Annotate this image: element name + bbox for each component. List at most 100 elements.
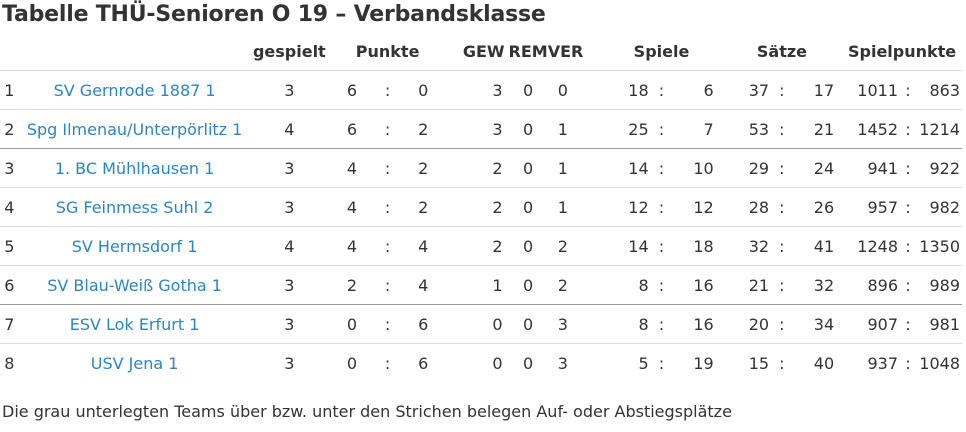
drawn-cell: 0	[508, 265, 548, 305]
sets-separator: :	[769, 343, 795, 382]
header-lost: VER	[547, 41, 584, 61]
games-against-cell: 10	[674, 148, 722, 188]
lost-cell: 1	[547, 148, 602, 188]
points-separator: :	[375, 148, 400, 188]
table-row: 4 SG Feinmess Suhl 2 3 4 : 2 2 0 1 12 : …	[0, 187, 962, 227]
game-points-against-cell: 863	[917, 70, 962, 110]
game-points-for-cell: 1011	[842, 70, 899, 110]
games-against-cell: 16	[674, 304, 722, 344]
game-points-separator: :	[898, 343, 918, 382]
team-link[interactable]: ESV Lok Erfurt 1	[69, 314, 200, 334]
lost-cell: 2	[547, 265, 602, 305]
table-row: 6 SV Blau-Weiß Gotha 1 3 2 : 4 1 0 2 8 :…	[0, 265, 962, 305]
games-separator: :	[648, 187, 675, 227]
rank-cell: 1	[0, 70, 19, 110]
games-separator: :	[648, 304, 675, 344]
played-cell: 3	[250, 148, 329, 188]
won-cell: 0	[446, 343, 509, 382]
team-link[interactable]: SV Hermsdorf 1	[71, 236, 198, 256]
lost-cell: 1	[547, 109, 602, 149]
team-link[interactable]: 1. BC Mühlhausen 1	[54, 158, 215, 178]
team-link[interactable]: SG Feinmess Suhl 2	[55, 197, 214, 217]
standings-table: gespielt Punkte GEW REM VER Spiele Sätze…	[0, 32, 962, 382]
games-separator: :	[648, 148, 675, 188]
sets-for-cell: 28	[721, 187, 770, 227]
page-title: Tabelle THÜ-Senioren O 19 – Verbandsklas…	[2, 2, 546, 27]
drawn-cell: 0	[508, 343, 548, 382]
points-for-cell: 0	[328, 304, 376, 344]
game-points-separator: :	[898, 148, 918, 188]
games-for-cell: 8	[601, 304, 649, 344]
team-link[interactable]: Spg Ilmenau/Unterpörlitz 1	[26, 119, 243, 139]
points-for-cell: 2	[328, 265, 376, 305]
table-row: 1 SV Gernrode 1887 1 3 6 : 0 3 0 0 18 : …	[0, 70, 962, 110]
drawn-cell: 0	[508, 109, 548, 149]
sets-against-cell: 17	[794, 70, 843, 110]
games-for-cell: 14	[601, 226, 649, 266]
team-link[interactable]: SV Gernrode 1887 1	[53, 80, 216, 100]
games-against-cell: 16	[674, 265, 722, 305]
games-against-cell: 6	[674, 70, 722, 110]
points-against-cell: 4	[399, 226, 447, 266]
played-cell: 4	[250, 226, 329, 266]
points-separator: :	[375, 70, 400, 110]
sets-separator: :	[769, 109, 795, 149]
game-points-for-cell: 957	[842, 187, 899, 227]
points-against-cell: 6	[399, 304, 447, 344]
table-row: 7 ESV Lok Erfurt 1 3 0 : 6 0 0 3 8 : 16 …	[0, 304, 962, 344]
points-for-cell: 6	[328, 109, 376, 149]
points-against-cell: 6	[399, 343, 447, 382]
header-games: Spiele	[633, 41, 690, 61]
sets-against-cell: 34	[794, 304, 843, 344]
sets-for-cell: 53	[721, 109, 770, 149]
played-cell: 4	[250, 109, 329, 149]
won-cell: 2	[446, 148, 509, 188]
game-points-against-cell: 922	[917, 148, 962, 188]
table-body: 1 SV Gernrode 1887 1 3 6 : 0 3 0 0 18 : …	[0, 70, 962, 382]
points-for-cell: 0	[328, 343, 376, 382]
games-for-cell: 14	[601, 148, 649, 188]
game-points-separator: :	[898, 70, 918, 110]
points-separator: :	[375, 109, 400, 149]
rank-cell: 5	[0, 226, 19, 266]
game-points-against-cell: 982	[917, 187, 962, 227]
team-link[interactable]: SV Blau-Weiß Gotha 1	[47, 275, 222, 295]
sets-against-cell: 24	[794, 148, 843, 188]
games-for-cell: 8	[601, 265, 649, 305]
sets-for-cell: 32	[721, 226, 770, 266]
game-points-for-cell: 1452	[842, 109, 899, 149]
points-separator: :	[375, 343, 400, 382]
won-cell: 1	[446, 265, 509, 305]
played-cell: 3	[250, 187, 329, 227]
sets-for-cell: 20	[721, 304, 770, 344]
rank-cell: 3	[0, 148, 19, 188]
team-cell: SG Feinmess Suhl 2	[18, 187, 251, 227]
games-against-cell: 12	[674, 187, 722, 227]
played-cell: 3	[250, 343, 329, 382]
game-points-separator: :	[898, 109, 918, 149]
games-separator: :	[648, 343, 675, 382]
header-points: Punkte	[355, 41, 420, 61]
game-points-for-cell: 1248	[842, 226, 899, 266]
team-link[interactable]: USV Jena 1	[90, 353, 179, 373]
played-cell: 3	[250, 304, 329, 344]
game-points-separator: :	[898, 304, 918, 344]
games-against-cell: 7	[674, 109, 722, 149]
games-separator: :	[648, 265, 675, 305]
header-team	[19, 32, 251, 71]
game-points-separator: :	[898, 187, 918, 227]
games-for-cell: 12	[601, 187, 649, 227]
drawn-cell: 0	[508, 187, 548, 227]
game-points-separator: :	[898, 265, 918, 305]
rank-cell: 2	[0, 109, 19, 149]
points-separator: :	[375, 187, 400, 227]
game-points-for-cell: 896	[842, 265, 899, 305]
rank-cell: 4	[0, 187, 19, 227]
points-for-cell: 6	[328, 70, 376, 110]
games-separator: :	[648, 226, 675, 266]
games-against-cell: 18	[674, 226, 722, 266]
points-for-cell: 4	[328, 187, 376, 227]
points-against-cell: 2	[399, 187, 447, 227]
team-cell: ESV Lok Erfurt 1	[18, 304, 251, 344]
lost-cell: 3	[547, 304, 602, 344]
